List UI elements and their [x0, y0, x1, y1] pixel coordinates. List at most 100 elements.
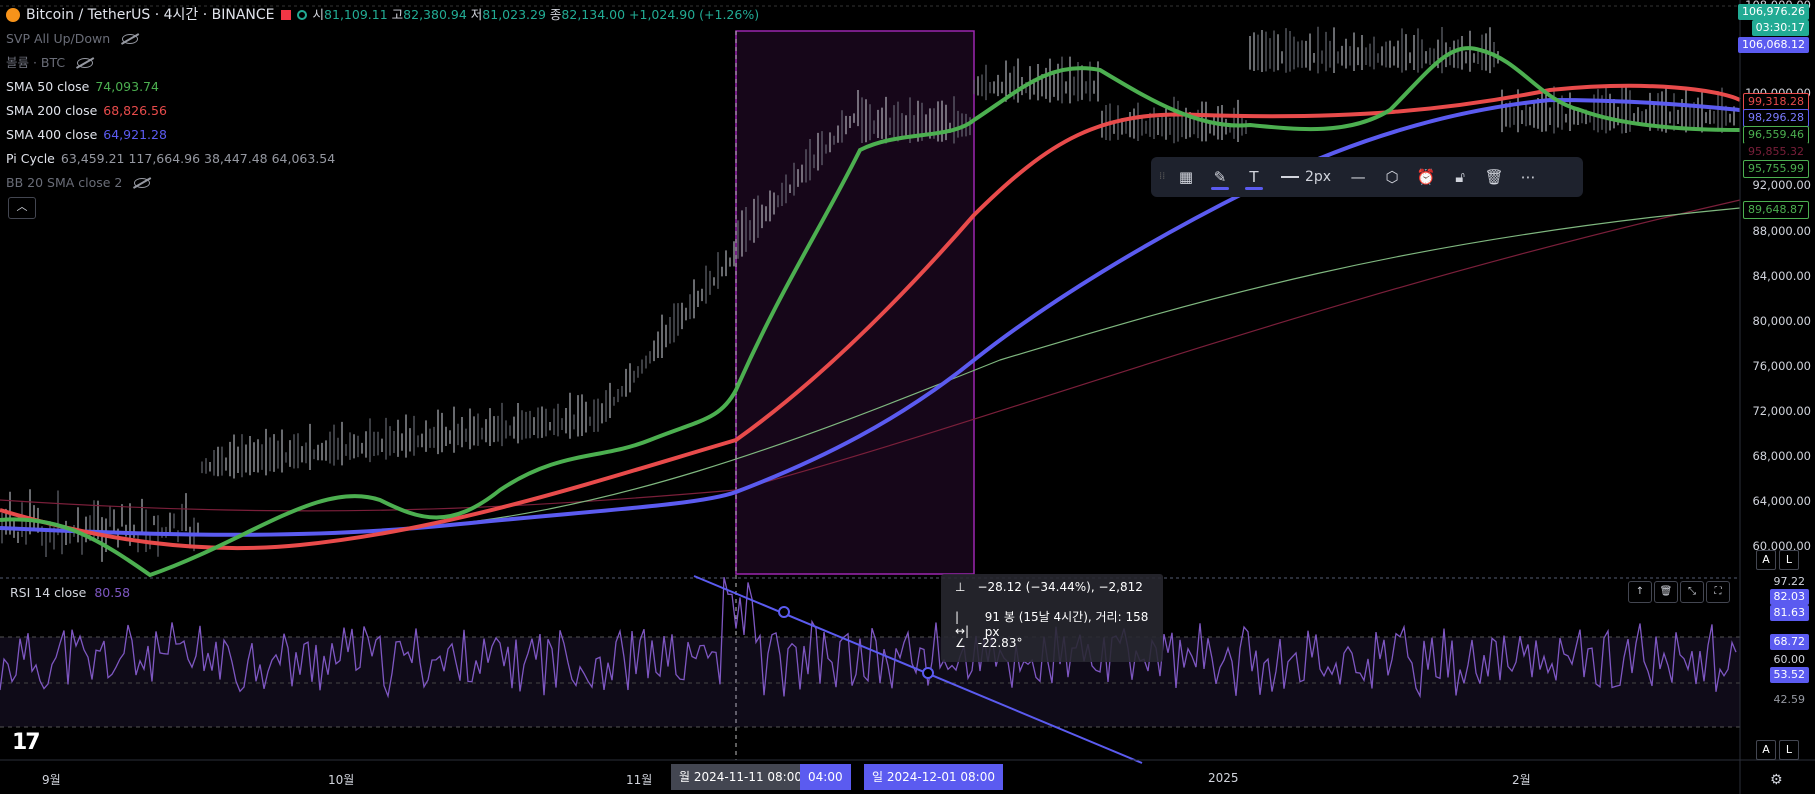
rsi-axis-label: 53.52 [1769, 667, 1809, 683]
indicator-row[interactable]: Pi Cycle 63,459.21 117,664.96 38,447.48 6… [6, 147, 759, 171]
trend-handle[interactable] [922, 667, 934, 679]
range-mid-label: 04:00 [800, 764, 851, 790]
eye-hidden-icon[interactable] [134, 178, 151, 188]
range-start-label: 월 2024-11-11 08:00 [671, 764, 810, 790]
indicator-row[interactable]: SMA 200 close 68,826.56 [6, 99, 759, 123]
tradingview-logo: 17 [12, 730, 41, 755]
alert-icon[interactable]: ⏰ [1416, 168, 1436, 186]
line-width-button[interactable]: 2px [1273, 169, 1339, 185]
indicator-label: Pi Cycle [6, 151, 55, 166]
price-range-icon: ⊥ [955, 580, 966, 594]
indicator-label: SVP All Up/Down [6, 31, 111, 46]
price-label: 95,755.99 [1743, 160, 1809, 178]
indicator-row[interactable]: BB 20 SMA close 2 [6, 171, 759, 195]
indicator-row[interactable]: SMA 50 close 74,093.74 [6, 75, 759, 99]
rsi-axis-label: 42.59 [1769, 692, 1809, 708]
sma200-line [0, 83, 1741, 551]
indicator-label: BB 20 SMA close 2 [6, 175, 123, 190]
indicator-row[interactable]: SVP All Up/Down [6, 27, 759, 51]
price-tick: 92,000.00 [1752, 178, 1811, 192]
lock-icon[interactable]: 🔓︎ [1455, 168, 1465, 186]
indicator-label: 볼륨 · BTC [6, 55, 66, 70]
rsi-legend: RSI 14 close 80.58 [10, 585, 131, 600]
indicator-value: 63,459.21 117,664.96 38,447.48 64,063.54 [60, 151, 336, 166]
symbol-title[interactable]: Bitcoin / TetherUS · 4시간 · BINANCE [26, 7, 275, 23]
indicator-row[interactable]: SMA 400 close 64,921.28 [6, 123, 759, 147]
price-label: 95,855.32 [1743, 143, 1809, 161]
sma50-line [0, 46, 1741, 578]
maximize-pane-button[interactable]: ⛶ [1706, 581, 1730, 603]
time-tick: 2025 [1208, 771, 1239, 785]
time-tick: 9월 [42, 773, 61, 787]
price-tick: 84,000.00 [1752, 269, 1811, 283]
log-scale-button[interactable]: L [1779, 550, 1799, 570]
symbol-row: Bitcoin / TetherUS · 4시간 · BINANCE 시81,1… [6, 3, 759, 27]
rsi-axis-label: 60.00 [1769, 652, 1809, 668]
delete-pane-button[interactable]: 🗑︎ [1654, 581, 1678, 603]
price-tick: 80,000.00 [1752, 314, 1811, 328]
trash-icon[interactable]: 🗑︎ [1484, 168, 1504, 186]
drag-handle-icon[interactable]: ⁞⁞ [1159, 171, 1166, 182]
collapse-legend-button[interactable]: ︿ [8, 197, 36, 219]
price-tick: 60,000.00 [1752, 539, 1811, 553]
more-icon[interactable]: ⋯ [1520, 168, 1536, 186]
rsi-axis-label: 97.22 [1769, 574, 1809, 590]
candlesticks [1, 26, 1735, 562]
eye-hidden-icon[interactable] [77, 58, 94, 68]
indicator-label: SMA 50 close [6, 79, 90, 94]
price-label: 106,976.26 [1738, 4, 1809, 20]
measure-tooltip: ⊥ −28.12 (−34.44%), −2,812 |↔| 91 봉 (15날 4… [941, 574, 1163, 662]
price-tick: 64,000.00 [1752, 494, 1811, 508]
pi-cycle-line-2 [379, 207, 1741, 531]
flag-icon[interactable] [280, 10, 291, 20]
text-icon[interactable]: T [1239, 162, 1269, 192]
line-style-icon[interactable]: — [1350, 168, 1366, 186]
price-tick: 88,000.00 [1752, 224, 1811, 238]
price-label: 03:30:17 [1751, 20, 1809, 36]
eye-hidden-icon[interactable] [122, 34, 139, 44]
price-tick: 68,000.00 [1752, 449, 1811, 463]
drawing-toolbar: ⁞⁞ ▦ ✎ T 2px — ⬡ ⏰ 🔓︎ 🗑︎ ⋯ [1151, 157, 1583, 197]
price-label: 106,068.12 [1738, 37, 1809, 53]
settings-gear-icon[interactable]: ⚙ [1770, 772, 1783, 788]
bitcoin-icon [6, 8, 20, 22]
indicator-value: 68,826.56 [103, 103, 167, 118]
templates-icon[interactable]: ▦ [1178, 168, 1194, 186]
price-tick: 72,000.00 [1752, 404, 1811, 418]
indicator-label: SMA 400 close [6, 127, 98, 142]
rsi-axis-label: 82.03 [1769, 589, 1809, 605]
rsi-line [0, 577, 1737, 699]
rsi-axis-label: 68.72 [1769, 634, 1809, 650]
ohlc-values: 시81,109.11 고82,380.94 저81,023.29 종82,134… [312, 7, 760, 22]
price-label: 89,648.87 [1743, 201, 1809, 219]
pencil-icon[interactable]: ✎ [1205, 162, 1235, 192]
sma400-line [0, 97, 1741, 537]
market-status-icon [296, 10, 307, 20]
indicator-value: 74,093.74 [95, 79, 159, 94]
auto-scale-button-rsi[interactable]: A [1756, 740, 1776, 760]
price-axis[interactable]: 108,000.00100,000.0092,000.0088,000.0084… [1738, 0, 1815, 794]
time-tick: 10월 [328, 773, 355, 787]
range-end-label: 일 2024-12-01 08:00 [864, 764, 1003, 790]
settings-icon[interactable]: ⬡ [1385, 168, 1399, 186]
collapse-pane-button[interactable]: ⤡ [1680, 581, 1704, 603]
move-up-button[interactable]: ↑ [1628, 581, 1652, 603]
bars-range-icon: |↔| [955, 609, 970, 638]
chart-legend: Bitcoin / TetherUS · 4시간 · BINANCE 시81,1… [6, 3, 759, 195]
angle-icon: ∠ [955, 636, 966, 650]
price-label: 96,559.46 [1743, 126, 1809, 144]
log-scale-button-rsi[interactable]: L [1779, 740, 1799, 760]
pi-cycle-line-1 [0, 199, 1741, 512]
indicator-row[interactable]: 볼륨 · BTC [6, 51, 759, 75]
auto-scale-button[interactable]: A [1756, 550, 1776, 570]
rsi-axis-label: 81.63 [1769, 605, 1809, 621]
time-tick: 2월 [1512, 773, 1531, 787]
price-tick: 76,000.00 [1752, 359, 1811, 373]
time-tick: 11월 [626, 773, 653, 787]
price-label: 98,296.28 [1743, 109, 1809, 127]
indicator-value: 64,921.28 [103, 127, 167, 142]
trend-line[interactable] [693, 575, 1143, 764]
trend-handle[interactable] [778, 606, 790, 618]
indicator-label: SMA 200 close [6, 103, 98, 118]
